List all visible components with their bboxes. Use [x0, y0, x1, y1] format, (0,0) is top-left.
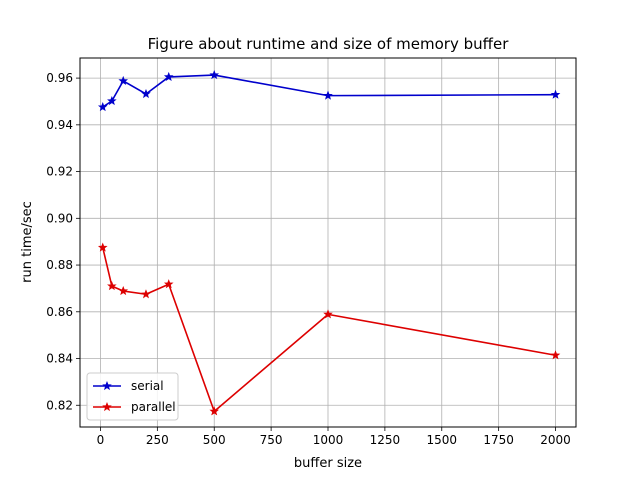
y-axis-label: run time/sec: [20, 201, 35, 283]
data-point-parallel: [209, 406, 220, 416]
y-tick-label: 0.86: [46, 305, 73, 319]
y-tick-label: 0.88: [46, 258, 73, 272]
x-tick-label: 500: [203, 433, 226, 447]
x-tick-label: 1000: [313, 433, 344, 447]
x-tick-label: 1750: [483, 433, 514, 447]
data-point-parallel: [141, 289, 151, 299]
data-point-serial: [97, 102, 108, 112]
y-tick-label: 0.94: [46, 118, 73, 132]
data-point-parallel: [97, 242, 108, 252]
data-point-serial: [118, 75, 129, 85]
chart-title: Figure about runtime and size of memory …: [148, 35, 510, 53]
legend-label: serial: [131, 379, 164, 393]
grid: [80, 58, 576, 427]
series-parallel: [97, 242, 561, 416]
x-tick-label: 2000: [540, 433, 571, 447]
x-tick-label: 0: [97, 433, 105, 447]
y-axis: 0.82 0.84 0.86 0.88 0.90 0.92 0.94 0.96: [46, 71, 80, 412]
legend-marker: [102, 380, 112, 391]
series-serial: [97, 70, 561, 112]
x-tick-label: 1500: [426, 433, 457, 447]
legend-label: parallel: [131, 400, 176, 414]
data-point-parallel: [163, 279, 174, 289]
data-point-serial: [323, 90, 333, 100]
y-tick-label: 0.82: [46, 398, 73, 412]
legend-item-serial: serial: [93, 379, 164, 393]
data-point-serial: [550, 89, 561, 99]
legend-marker: [102, 401, 112, 412]
x-tick-label: 1250: [370, 433, 401, 447]
y-tick-label: 0.96: [46, 71, 73, 85]
data-point-serial: [141, 88, 151, 99]
series-layer: [97, 70, 561, 416]
y-tick-label: 0.92: [46, 165, 73, 179]
x-axis: 0 250 500 750 1000 1250 1500 1750 2000: [97, 427, 571, 447]
data-point-serial: [163, 71, 174, 82]
legend-item-parallel: parallel: [93, 400, 176, 414]
x-tick-label: 250: [146, 433, 169, 447]
data-point-parallel: [107, 281, 117, 291]
legend: serial parallel: [86, 372, 179, 421]
data-point-serial: [209, 70, 220, 80]
data-point-serial: [107, 95, 117, 106]
series-line-serial: [102, 74, 556, 108]
y-tick-label: 0.84: [46, 352, 73, 366]
y-tick-label: 0.90: [46, 211, 73, 225]
data-point-parallel: [323, 309, 333, 319]
data-point-parallel: [550, 350, 561, 360]
x-axis-label: buffer size: [294, 456, 362, 471]
data-point-parallel: [118, 285, 129, 296]
x-tick-label: 750: [260, 433, 283, 447]
